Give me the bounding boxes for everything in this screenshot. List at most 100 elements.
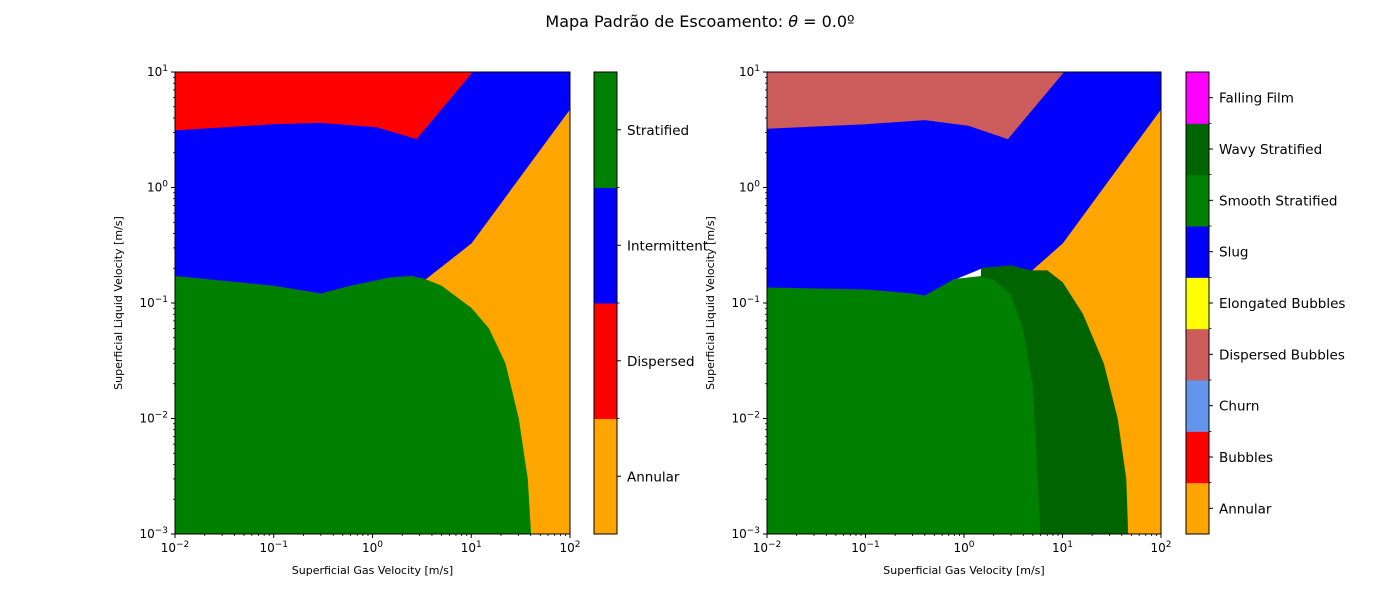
x-tick-exponent: 0 [969,540,975,550]
x-tick-base: 10 [753,541,768,555]
colorbar-label-dispersed: Dispersed [627,354,695,370]
y-tick-base: 10 [147,181,162,195]
regime-regions [767,72,1161,534]
colorbar-frame [593,71,618,535]
x-tick-label: 101 [1052,540,1073,555]
x-tick-label: 100 [953,540,974,555]
x-tick-exponent: 1 [1067,540,1073,550]
y-tick-exponent: −3 [747,526,760,536]
right-regime-map: 10−2 10−1 100 101 10210−310−210−1100101Super… [704,64,1345,577]
region-wavy-stratified [980,265,1129,534]
colorbar-frame [1185,71,1210,535]
colorbar-swatch-annular [594,418,617,535]
colorbar-label-elongated-bubbles: Elongated Bubbles [1219,296,1345,312]
y-tick-exponent: −2 [747,411,760,421]
y-tick-exponent: 0 [754,180,760,190]
y-tick-exponent: −1 [155,295,168,305]
x-tick-base: 10 [362,541,377,555]
colorbar-swatch-dispersed [594,303,617,419]
y-tick-label: 10−2 [731,411,760,426]
x-tick-base: 10 [1052,541,1067,555]
colorbar-swatch-elongated-bubbles [1186,277,1209,330]
y-tick-exponent: 1 [754,64,760,74]
colorbar-label-annular: Annular [1219,501,1272,517]
colorbar-swatch-slug [1186,226,1209,278]
y-tick-base: 10 [731,527,746,541]
x-tick-label: 10−1 [851,540,880,555]
y-tick-exponent: 0 [162,180,168,190]
colorbar-label-smooth-stratified: Smooth Stratified [1219,193,1338,209]
colorbar-swatch-dispersed-bubbles [1186,328,1209,381]
y-tick-exponent: 1 [162,64,168,74]
y-axis-label: Superficial Liquid Velocity [m/s] [112,216,125,390]
regime-regions [175,72,570,534]
y-tick-base: 10 [739,65,754,79]
y-tick-base: 10 [147,65,162,79]
x-tick-exponent: −2 [768,540,781,550]
x-tick-label: 10−2 [161,540,190,555]
colorbar-label-stratified: Stratified [627,123,689,139]
figure-title-suffix: = 0.0º [798,12,855,31]
x-tick-base: 10 [259,541,274,555]
figure-title: Mapa Padrão de Escoamento: θ = 0.0º [545,12,854,31]
colorbar-swatch-smooth-stratified [1186,174,1209,227]
x-tick-label: 10−1 [259,540,288,555]
colorbar-label-annular: Annular [627,469,680,485]
colorbar-label-dispersed-bubbles: Dispersed Bubbles [1219,347,1345,363]
y-tick-label: 10−2 [139,411,168,426]
y-tick-exponent: −2 [155,411,168,421]
x-tick-exponent: −1 [275,540,288,550]
colorbar-label-intermittent: Intermittent [627,238,708,254]
y-tick-label: 101 [739,64,760,79]
x-tick-exponent: 2 [1166,540,1172,550]
y-tick-base: 10 [139,296,154,310]
x-tick-base: 10 [559,541,574,555]
colorbar-swatch-bubbles [1186,431,1209,484]
colorbar: Annular Bubbles Churn Dispersed Bubbles Elon… [1185,71,1345,535]
y-tick-label: 100 [147,180,168,195]
y-tick-label: 10−1 [139,295,168,310]
colorbar-label-slug: Slug [1219,245,1248,261]
x-tick-label: 10−2 [753,540,782,555]
x-tick-exponent: 1 [476,540,482,550]
x-tick-label: 102 [559,540,580,555]
y-tick-label: 100 [739,180,760,195]
x-axis-label: Superficial Gas Velocity [m/s] [883,564,1044,577]
x-tick-label: 101 [461,540,482,555]
y-tick-exponent: −1 [747,295,760,305]
y-tick-base: 10 [731,412,746,426]
colorbar-label-wavy-stratified: Wavy Stratified [1219,142,1322,158]
x-tick-exponent: 2 [575,540,581,550]
x-tick-base: 10 [953,541,968,555]
left-regime-map: 10−2 10−1 100 101 10210−310−210−1100101Super… [112,64,708,577]
colorbar-swatch-falling-film [1186,72,1209,124]
colorbar: Annular Dispersed Intermittent Stratified [593,71,708,535]
x-axis-label: Superficial Gas Velocity [m/s] [292,564,453,577]
y-axis-label: Superficial Liquid Velocity [m/s] [704,216,717,390]
y-tick-label: 10−1 [731,295,760,310]
x-tick-label: 100 [362,540,383,555]
figure-title-symbol: θ [788,12,798,31]
y-tick-label: 10−3 [139,526,168,541]
region-stratified [175,275,532,534]
x-tick-base: 10 [1150,541,1165,555]
colorbar-swatch-annular [1186,482,1209,535]
colorbar-label-churn: Churn [1219,399,1259,415]
x-tick-base: 10 [851,541,866,555]
y-tick-label: 10−3 [731,526,760,541]
colorbar-swatch-wavy-stratified [1186,123,1209,176]
y-tick-exponent: −3 [155,526,168,536]
y-tick-base: 10 [139,412,154,426]
x-tick-exponent: −1 [867,540,880,550]
x-tick-exponent: 0 [377,540,383,550]
x-tick-base: 10 [161,541,176,555]
colorbar-swatch-churn [1186,380,1209,432]
colorbar-label-falling-film: Falling Film [1219,91,1294,107]
x-tick-base: 10 [461,541,476,555]
region-smooth-stratified [767,275,1042,534]
y-tick-base: 10 [139,527,154,541]
colorbar-label-bubbles: Bubbles [1219,450,1273,466]
figure-title-prefix: Mapa Padrão de Escoamento: [545,12,788,31]
x-tick-exponent: −2 [176,540,189,550]
